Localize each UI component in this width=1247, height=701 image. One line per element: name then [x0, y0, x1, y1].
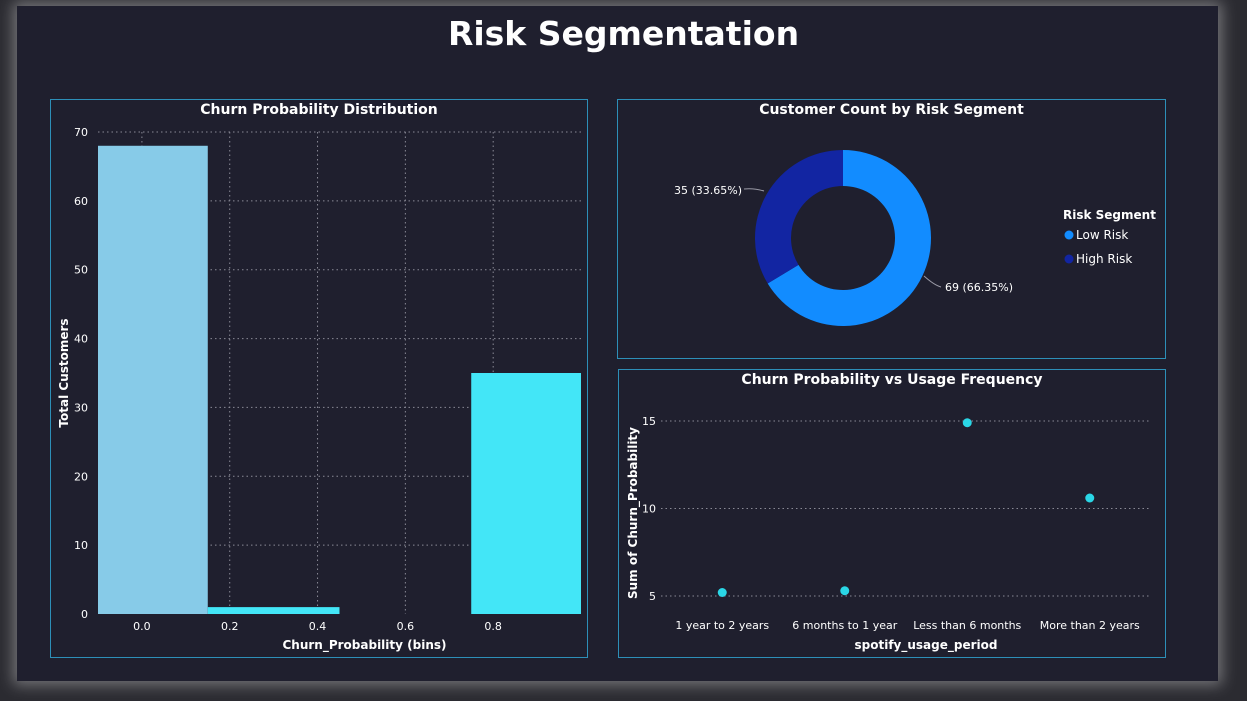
histogram-bar	[207, 607, 340, 614]
donut-slice	[767, 150, 931, 326]
donut-data-label: 69 (66.35%)	[945, 281, 1013, 294]
legend-label: Low Risk	[1076, 228, 1128, 242]
donut-chart: 69 (66.35%) 35 (33.65%) Risk Segment Low Ri…	[674, 150, 1156, 326]
leader-line	[923, 275, 942, 288]
donut-slice	[755, 150, 843, 284]
leader-line	[743, 188, 765, 192]
x-tick-label: 0.0	[133, 620, 151, 633]
donut-title: Customer Count by Risk Segment	[759, 102, 1024, 118]
legend-title: Risk Segment	[1063, 208, 1156, 222]
x-axis-title: Churn_Probability (bins)	[282, 638, 446, 653]
x-tick-label: 0.4	[309, 620, 327, 633]
y-tick-label: 5	[649, 590, 656, 603]
y-axis-title: Sum of Churn_Probability	[626, 427, 641, 599]
y-tick-label: 0	[81, 608, 88, 621]
y-tick-label: 30	[74, 401, 88, 414]
y-tick-label: 20	[74, 470, 88, 483]
histogram-bar	[471, 373, 581, 614]
x-tick-label: 0.8	[484, 620, 502, 633]
y-tick-label: 40	[74, 333, 88, 346]
y-tick-label: 10	[74, 539, 88, 552]
scatter-point	[1085, 493, 1095, 503]
page-title: Risk Segmentation	[447, 14, 800, 53]
legend-marker	[1064, 230, 1074, 240]
y-axis-title: Total Customers	[57, 318, 71, 427]
donut-data-label: 35 (33.65%)	[674, 184, 742, 197]
scatter-point	[717, 588, 727, 597]
scatter-point	[840, 586, 850, 596]
histogram-title: Churn Probability Distribution	[200, 102, 438, 118]
y-tick-label: 70	[74, 126, 88, 139]
x-axis-title: spotify_usage_period	[855, 638, 998, 653]
legend-label: High Risk	[1076, 252, 1132, 266]
scatter-panel[interactable]: Churn Probability vs Usage Frequency 5 10…	[618, 369, 1166, 658]
scatter-point	[962, 418, 972, 428]
donut-panel[interactable]: Customer Count by Risk Segment 69 (66.35…	[617, 99, 1166, 359]
y-tick-label: 15	[642, 415, 656, 428]
scatter-chart: 5 10 15 1 year to 2 years 6 months to 1 year…	[626, 415, 1151, 653]
histogram-panel[interactable]: Churn Probability Distribution 0 10 20 30 40…	[50, 99, 588, 658]
histogram-bar	[98, 145, 208, 614]
x-tick-label: 6 months to 1 year	[792, 619, 897, 632]
histogram-chart: 0 10 20 30 40 50 60 70 0.0 0.2 0.4 0.6 0.8 Churn_Prob…	[57, 126, 581, 653]
x-tick-label: More than 2 years	[1040, 619, 1140, 632]
legend-marker	[1064, 254, 1074, 264]
y-tick-label: 50	[74, 264, 88, 277]
x-tick-label: 0.6	[397, 620, 415, 633]
x-tick-label: 1 year to 2 years	[675, 619, 769, 632]
scatter-title: Churn Probability vs Usage Frequency	[741, 372, 1043, 388]
x-tick-label: 0.2	[221, 620, 239, 633]
y-tick-label: 10	[642, 503, 656, 516]
y-tick-label: 60	[74, 195, 88, 208]
x-tick-label: Less than 6 months	[913, 619, 1021, 632]
